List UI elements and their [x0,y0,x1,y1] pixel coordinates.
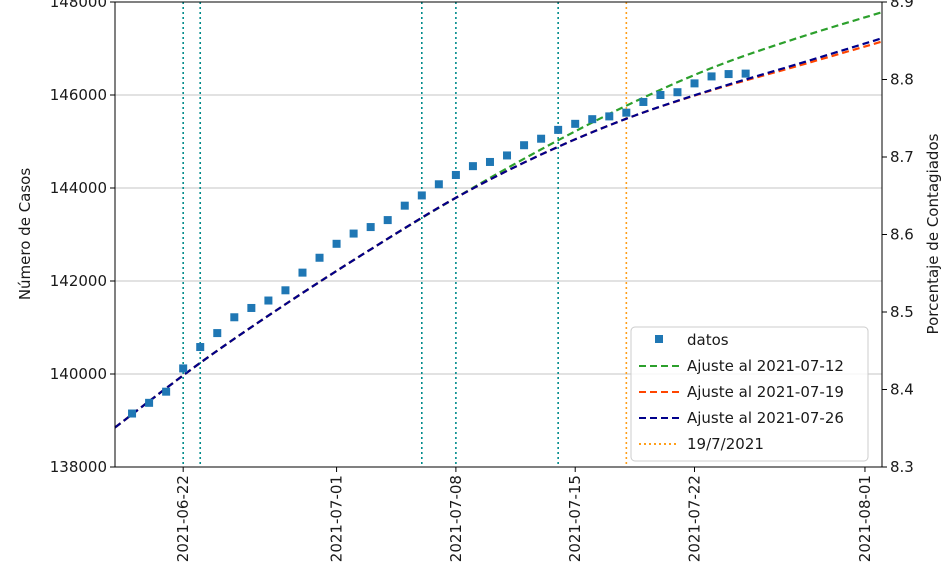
fit-series [114,11,883,429]
data-point [366,223,375,232]
y-tick-label: 138000 [50,458,107,476]
data-point [451,170,460,179]
legend-label-fit-0726: Ajuste al 2021-07-26 [687,409,844,427]
data-point [298,268,307,277]
data-point [383,216,392,225]
data-point [554,125,563,134]
data-point [145,398,154,407]
axes: 138000 140000 142000 144000 146000 148000 8.3 8… [50,0,914,562]
data-point [639,97,648,106]
data-point [605,112,614,121]
data-point [230,313,239,322]
data-point [588,115,597,124]
data-point [247,303,256,312]
y-tick-label: 144000 [50,179,107,197]
data-point [332,239,341,248]
data-point [520,141,529,150]
y-tick-label: 142000 [50,272,107,290]
data-point [179,364,188,373]
data-point [571,119,580,128]
legend-marker-datos [655,335,663,343]
y-right-tick-label: 8.9 [890,0,914,11]
data-point [707,72,716,81]
y-right-tick-label: 8.7 [890,148,914,166]
y-right-tick-label: 8.5 [890,303,914,321]
y-right-tick-label: 8.4 [890,381,914,399]
data-point [724,70,733,79]
data-point [622,108,631,117]
data-point [741,69,750,78]
x-tick-label: 2021-06-22 [174,475,192,562]
x-tick-label: 2021-07-15 [566,475,584,562]
data-point [673,88,682,97]
x-tick-label: 2021-08-01 [856,475,874,562]
y-tick-label: 146000 [50,86,107,104]
legend-label-fit-0712: Ajuste al 2021-07-12 [687,357,844,375]
fit-line-3 [114,37,883,429]
y-tick-label: 148000 [50,0,107,11]
data-point [485,157,494,166]
data-points [128,69,750,418]
data-point [537,134,546,143]
data-point [213,329,222,338]
y-tick-label: 140000 [50,365,107,383]
x-tick-label: 2021-07-01 [328,475,346,562]
legend-label-fit-0719: Ajuste al 2021-07-19 [687,383,844,401]
data-point [690,79,699,88]
legend-label-vline: 19/7/2021 [687,435,764,453]
data-point [162,387,171,396]
data-point [281,286,290,295]
legend-box [630,326,869,462]
vertical-reference-lines [182,2,628,467]
data-point [656,91,665,99]
legend-label-datos: datos [687,331,729,349]
y-axis-label-right: Porcentaje de Contagiados [924,133,942,334]
y-axis-label-left: Número de Casos [16,168,34,301]
data-point [400,201,409,210]
data-point [128,409,137,418]
data-point [349,229,358,238]
y-right-tick-label: 8.6 [890,226,914,244]
data-point [264,296,273,305]
data-point [417,191,426,200]
data-point [468,162,477,171]
x-tick-label: 2021-07-22 [686,475,704,562]
data-point [434,180,443,189]
data-point [315,253,324,262]
y-right-tick-label: 8.8 [890,71,914,89]
x-tick-label: 2021-07-08 [447,475,465,562]
legend: datos Ajuste al 2021-07-12 Ajuste al 202… [630,326,869,462]
y-right-tick-label: 8.3 [890,458,914,476]
data-point [503,151,512,160]
data-point [196,343,205,352]
